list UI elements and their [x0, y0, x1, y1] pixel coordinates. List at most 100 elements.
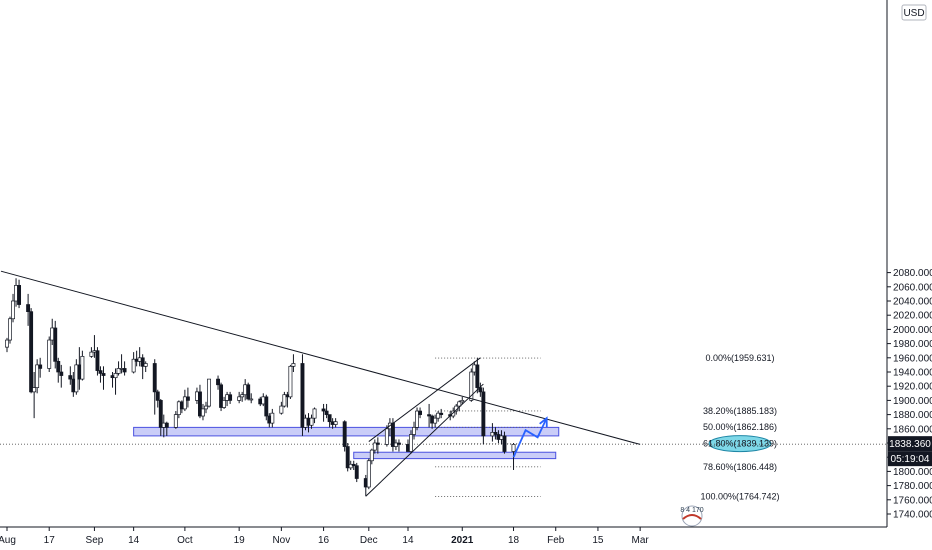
x-tick-label: 19 [234, 535, 246, 546]
price-tag [888, 436, 932, 452]
candle-body [204, 405, 208, 410]
fib-level-label: 100.00%(1764.742) [700, 491, 779, 501]
candle-body [345, 446, 350, 469]
candle-body [140, 357, 145, 367]
watermark-logo: 8 4 170 [680, 505, 704, 527]
candle-body [222, 400, 227, 408]
candle-body [436, 412, 441, 419]
candle-body [185, 396, 190, 401]
candle-body [481, 391, 486, 437]
candle-body [393, 442, 398, 447]
candle-body [348, 463, 353, 469]
candle-body [366, 460, 371, 488]
currency-box [901, 4, 927, 21]
y-tick-label: 1900.000 [893, 396, 932, 407]
candle-body [354, 465, 359, 479]
currency-label: USD [903, 8, 924, 19]
candle-body [511, 444, 516, 452]
candle-body [237, 396, 242, 401]
candle-body [207, 378, 211, 407]
candle-body [113, 373, 118, 379]
candle-body [279, 405, 284, 414]
candle-body [155, 391, 160, 401]
candle-body [35, 364, 40, 388]
channel-upper [368, 357, 481, 442]
x-tick-label: 17 [44, 535, 56, 546]
y-tick-label: 2060.000 [893, 282, 932, 293]
y-tick-label: 1780.000 [893, 481, 932, 492]
candle-body [351, 463, 356, 467]
candle-body [80, 356, 85, 380]
projection-layer [512, 416, 548, 458]
fibonacci-layer: 0.00%(1959.631) 38.20%(1885.183) 50.00%(18… [0, 353, 887, 501]
candle-body [158, 400, 163, 428]
candle-body [198, 391, 202, 417]
y-tick-label: 2000.000 [893, 325, 932, 336]
fib-level-label: 50.00%(1862.186) [703, 422, 777, 432]
descending-resistance [0, 270, 641, 445]
y-tick-label: 1800.000 [893, 467, 932, 478]
candle-body [98, 370, 103, 374]
candle-body [116, 368, 121, 374]
trendlines-layer [0, 270, 641, 497]
x-tick-label: Aug [0, 535, 16, 546]
support-zone-lower [353, 451, 557, 460]
price-tag-label: 1838.360 [889, 439, 931, 450]
countdown-label: 05:19:04 [891, 454, 930, 465]
candle-body [460, 400, 465, 403]
svg-text:8 4 170: 8 4 170 [680, 507, 703, 514]
candle-body [89, 351, 94, 357]
y-tick-label: 2040.000 [893, 297, 932, 308]
candle-body [409, 434, 413, 452]
candle-body [219, 384, 224, 408]
candle-body [321, 408, 326, 412]
x-tick-label: Mar [632, 535, 650, 546]
y-tick-label: 1940.000 [893, 368, 932, 379]
candle-body [228, 394, 233, 401]
candle-body [101, 373, 106, 376]
candle-body [182, 396, 187, 410]
candle-body [418, 410, 423, 415]
fib-level-label: 38.20%(1885.183) [703, 406, 777, 416]
candle-body [122, 368, 127, 373]
candle-body [327, 414, 332, 423]
candle-body [333, 421, 338, 425]
candle-body [384, 428, 389, 445]
candle-body [173, 414, 178, 428]
y-tick-label: 1860.000 [893, 424, 932, 435]
candles-layer [5, 278, 516, 497]
y-tick-label: 2020.000 [893, 311, 932, 322]
candle-body [26, 304, 31, 312]
y-tick-label: 1980.000 [893, 339, 932, 350]
x-tick-label: Oct [177, 535, 193, 546]
candle-body [143, 363, 148, 367]
candle-body [264, 396, 269, 417]
candle-body [369, 449, 374, 462]
candle-body [433, 417, 438, 424]
candle-body [95, 350, 100, 371]
candle-body [502, 435, 507, 452]
candle-body [291, 363, 296, 367]
candle-body [324, 410, 329, 415]
candle-body [312, 408, 317, 419]
y-tick-label: 1880.000 [893, 410, 932, 421]
candle-body [53, 327, 58, 362]
candle-body [152, 363, 157, 393]
candle-body [270, 412, 275, 424]
x-tick-label: Dec [360, 535, 378, 546]
candle-body [375, 442, 380, 445]
candle-body [249, 398, 254, 401]
x-tick-label: 16 [318, 535, 330, 546]
x-tick-label: 15 [592, 535, 604, 546]
candle-body [288, 365, 293, 398]
candle-body [475, 364, 480, 388]
countdown-tag [888, 451, 932, 467]
candle-body [59, 371, 64, 376]
x-tick-label: 14 [402, 535, 414, 546]
candle-body [201, 408, 205, 417]
y-tick-label: 1740.000 [893, 510, 932, 521]
candle-body [412, 427, 416, 435]
